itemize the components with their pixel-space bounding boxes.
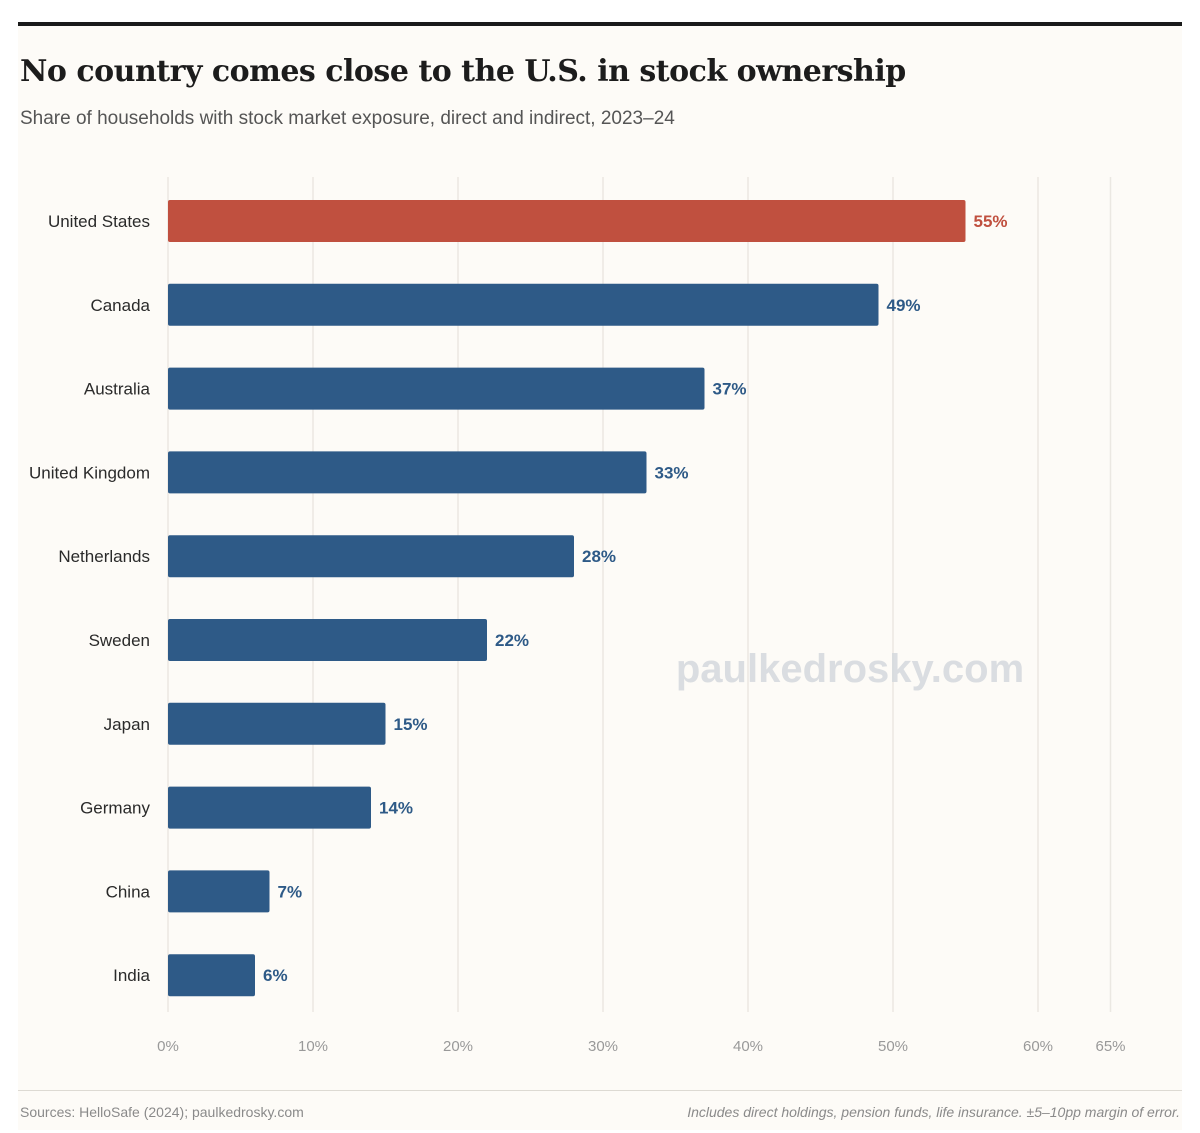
value-label: 49% <box>887 296 921 315</box>
footer-rule <box>18 1090 1182 1091</box>
x-tick-label: 40% <box>733 1038 763 1055</box>
value-label: 28% <box>582 547 616 566</box>
value-labels: 55% 49% 37% 33% 28% 22% 15% 14% 7% 6% <box>263 212 1008 985</box>
bar <box>168 619 487 661</box>
value-label: 37% <box>713 380 747 399</box>
category-label: India <box>113 966 150 985</box>
x-tick-label: 10% <box>298 1038 328 1055</box>
category-label: Germany <box>80 799 150 818</box>
category-labels: United States Canada Australia United Kingd… <box>29 212 151 985</box>
methodology-note: Includes direct holdings, pension funds,… <box>687 1104 1180 1120</box>
category-label: Netherlands <box>58 547 150 566</box>
x-tick-label: 50% <box>878 1038 908 1055</box>
bar <box>168 284 879 326</box>
bar <box>168 954 255 996</box>
x-tick-label: 0% <box>157 1038 179 1055</box>
x-tick-label: 20% <box>443 1038 473 1055</box>
bar-chart: United States Canada Australia United Kingd… <box>18 22 1182 1082</box>
x-tick-label: 30% <box>588 1038 618 1055</box>
bar <box>168 451 647 493</box>
category-label: United States <box>48 212 150 231</box>
value-label: 7% <box>278 882 303 901</box>
value-label: 55% <box>974 212 1008 231</box>
category-label: Canada <box>90 296 150 315</box>
bars <box>168 200 966 996</box>
bar <box>168 787 371 829</box>
x-tick-label: 60% <box>1023 1038 1053 1055</box>
category-label: United Kingdom <box>29 463 150 482</box>
bar <box>168 870 270 912</box>
watermark: paulkedrosky.com <box>676 647 1024 691</box>
value-label: 14% <box>379 799 413 818</box>
value-label: 33% <box>655 463 689 482</box>
value-label: 15% <box>394 715 428 734</box>
x-tick-label: 65% <box>1095 1038 1125 1055</box>
bar <box>168 535 574 577</box>
category-label: Australia <box>84 380 151 399</box>
value-label: 22% <box>495 631 529 650</box>
chart-card: No country comes close to the U.S. in st… <box>18 22 1182 1130</box>
category-label: China <box>106 882 151 901</box>
source-note: Sources: HelloSafe (2024); paulkedrosky.… <box>20 1104 304 1120</box>
bar <box>168 200 966 242</box>
bar <box>168 368 705 410</box>
category-label: Japan <box>104 715 150 734</box>
value-label: 6% <box>263 966 288 985</box>
x-axis-ticks: 0% 10% 20% 30% 40% 50% 60% 65% <box>157 1038 1125 1055</box>
bar <box>168 703 386 745</box>
category-label: Sweden <box>89 631 150 650</box>
